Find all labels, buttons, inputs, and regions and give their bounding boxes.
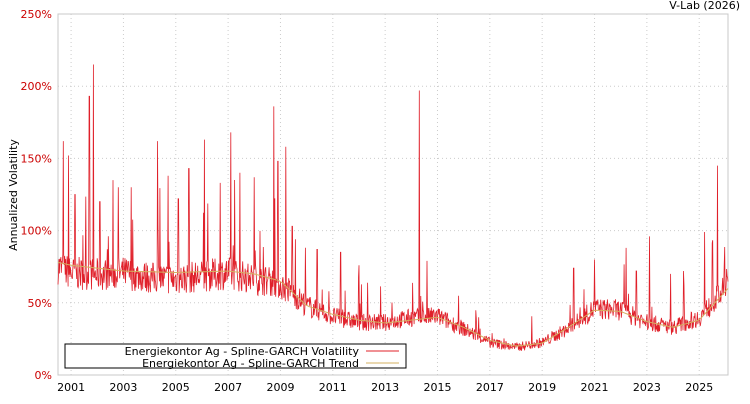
x-tick-label: 2001: [57, 381, 85, 394]
y-tick-label: 200%: [21, 80, 52, 93]
x-tick-label: 2011: [319, 381, 347, 394]
x-tick-label: 2007: [214, 381, 242, 394]
trend-series-line: [57, 261, 729, 347]
x-tick-label: 2005: [162, 381, 190, 394]
volatility-series-line: [57, 64, 729, 352]
x-tick-label: 2015: [423, 381, 451, 394]
source-label: V-Lab (2026): [669, 0, 740, 12]
x-axis: 2001 2003 2005 2007 2009 2011 2013 2015 2017 2019…: [57, 381, 713, 394]
x-tick-label: 2019: [528, 381, 556, 394]
legend-label-trend: Energiekontor Ag - Spline-GARCH Trend: [142, 357, 359, 370]
legend-label-volatility: Energiekontor Ag - Spline-GARCH Volatili…: [125, 345, 360, 358]
legend-box: [64, 343, 407, 369]
y-tick-label: 50%: [28, 297, 52, 310]
x-tick-label: 2009: [266, 381, 294, 394]
x-tick-label: 2021: [581, 381, 609, 394]
x-tick-label: 2017: [476, 381, 504, 394]
x-tick-label: 2023: [633, 381, 661, 394]
y-tick-label: 0%: [35, 369, 52, 382]
y-tick-label: 100%: [21, 225, 52, 238]
legend: Energiekontor Ag - Spline-GARCH Volatili…: [64, 343, 407, 370]
y-tick-label: 150%: [21, 152, 52, 165]
x-tick-label: 2013: [371, 381, 399, 394]
y-tick-label: 250%: [21, 8, 52, 21]
y-axis: 0% 50% 100% 150% 200% 250%: [21, 8, 52, 382]
y-axis-label: Annualized Volatility: [7, 139, 20, 251]
x-tick-label: 2025: [685, 381, 713, 394]
x-tick-label: 2003: [109, 381, 137, 394]
